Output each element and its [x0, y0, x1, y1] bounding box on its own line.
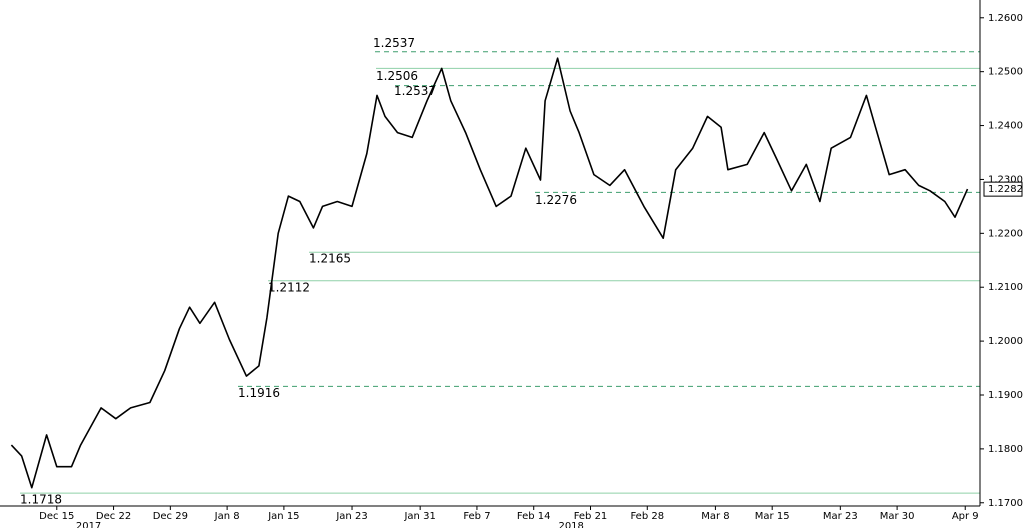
y-tick-label: 1.2300: [988, 174, 1023, 185]
x-tick-label: Mar 23: [823, 511, 858, 522]
last-value-box: [983, 181, 1023, 197]
y-tick-label: 1.2000: [988, 336, 1023, 347]
y-tick-label: 1.1800: [988, 444, 1023, 455]
x-tick-label: Mar 8: [701, 511, 729, 522]
x-tick-label: Jan 8: [214, 511, 240, 522]
annotation: 1.2506: [376, 69, 418, 83]
y-tick-label: 1.1900: [988, 390, 1023, 401]
last-value-label: 1.2282: [988, 184, 1023, 195]
x-tick-label: Feb 28: [630, 511, 664, 522]
x-tick-label: Feb 7: [463, 511, 490, 522]
annotation: 1.2112: [268, 280, 310, 294]
x-tick-label: Feb 21: [574, 511, 608, 522]
x-tick-label: Feb 14: [517, 511, 551, 522]
x-tick-label: Dec 15: [39, 511, 74, 522]
y-tick-label: 1.2400: [988, 121, 1023, 132]
x-tick-label: Mar 30: [880, 511, 915, 522]
annotation: 1.2276: [535, 193, 577, 207]
year-label: 2018: [558, 521, 583, 528]
y-tick-label: 1.2200: [988, 228, 1023, 239]
x-tick-label: Jan 15: [267, 511, 299, 522]
annotation: 1.1916: [238, 386, 280, 400]
x-tick-label: Mar 15: [755, 511, 790, 522]
x-tick-label: Dec 22: [96, 511, 131, 522]
price-line: [10, 57, 969, 489]
year-label: 2017: [76, 521, 101, 528]
y-tick-label: 1.2600: [988, 13, 1023, 24]
annotation: 1.1718: [20, 493, 62, 507]
x-tick-label: Apr 9: [952, 511, 979, 522]
x-tick-label: Jan 31: [403, 511, 435, 522]
annotation: 1.2165: [309, 252, 351, 266]
annotation: 1.2537: [394, 84, 436, 98]
y-tick-label: 1.2100: [988, 282, 1023, 293]
y-tick-label: 1.1700: [988, 498, 1023, 509]
y-tick-label: 1.2500: [988, 67, 1023, 78]
annotation: 1.2537: [373, 36, 415, 50]
x-tick-label: Dec 29: [153, 511, 188, 522]
x-tick-label: Jan 23: [335, 511, 367, 522]
